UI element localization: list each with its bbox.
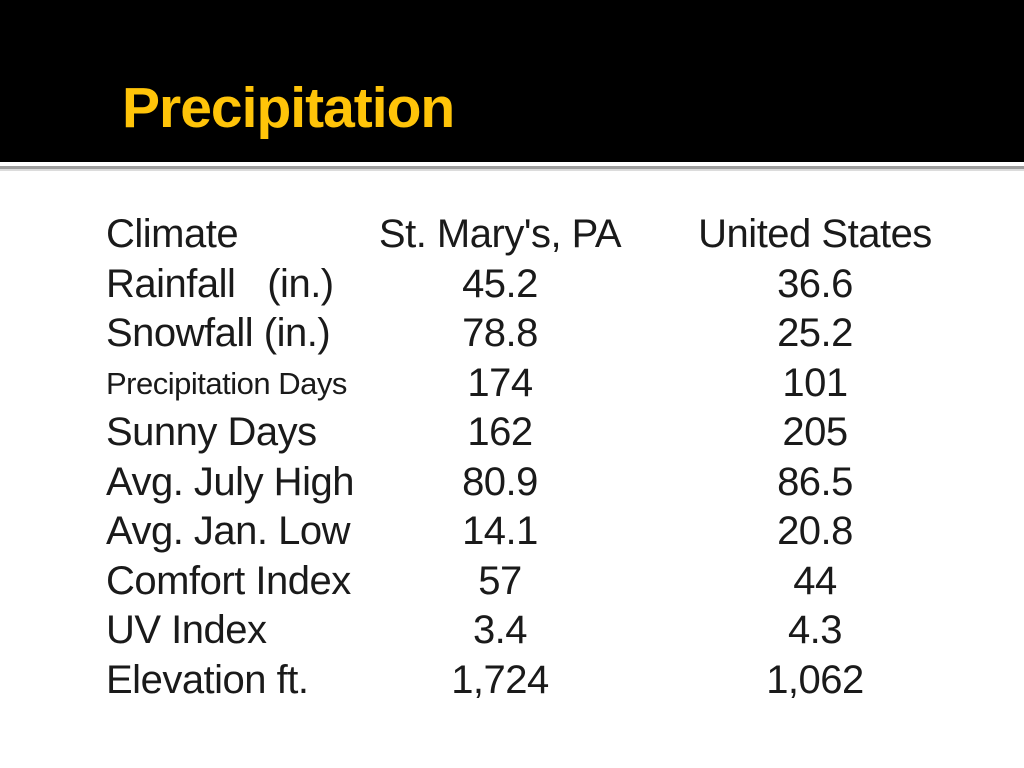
us-value: 4.3 [787,608,843,652]
slide-title: Precipitation [122,76,455,140]
st-marys-value: 45.2 [462,261,538,306]
us-value: 86.5 [777,459,853,504]
st-marys-value: 14.1 [462,509,538,553]
us-value: 101 [782,360,848,405]
row-label: Sunny Days [106,410,317,454]
climate-table: Climate St. Mary's, PA United States Rai… [0,210,1024,705]
table-header-row: Climate St. Mary's, PA United States [0,210,1024,260]
us-value: 44 [793,558,837,603]
column-header-united-states: United States [698,212,932,256]
table-row: Sunny Days 162 205 [0,408,1024,458]
row-label: UV Index [106,608,267,652]
st-marys-value: 57 [478,558,522,603]
st-marys-value: 174 [467,360,533,405]
table-row: Avg. July High 80.9 86.5 [0,458,1024,508]
table-row: Snowfall (in.) 78.8 25.2 [0,309,1024,359]
st-marys-value: 162 [467,410,533,454]
table-row: Elevation ft. 1,724 1,062 [0,656,1024,706]
us-value: 1,062 [766,657,864,702]
row-label: Elevation ft. [106,657,309,702]
row-label: Snowfall (in.) [106,311,331,355]
header-separator-line [0,166,1024,169]
st-marys-value: 80.9 [462,459,538,504]
table-row: Comfort Index 57 44 [0,557,1024,607]
us-value: 36.6 [777,261,853,306]
st-marys-value: 3.4 [472,608,528,652]
row-label: Precipitation Days [106,365,347,401]
table-row: Avg. Jan. Low 14.1 20.8 [0,507,1024,557]
table-row: Precipitation Days 174 101 [0,359,1024,409]
us-value: 25.2 [777,311,853,355]
row-label: Comfort Index [106,558,351,603]
title-header-band: Precipitation [0,0,1024,162]
us-value: 205 [782,410,848,454]
table-row: UV Index 3.4 4.3 [0,606,1024,656]
st-marys-value: 1,724 [451,657,549,702]
row-label: Avg. Jan. Low [106,509,351,553]
table-row: Rainfall (in.) 45.2 36.6 [0,260,1024,310]
header-separator-highlight [0,169,1024,171]
column-header-st-marys: St. Mary's, PA [378,212,622,256]
row-label: Rainfall (in.) [106,261,334,306]
row-label: Avg. July High [106,459,354,504]
us-value: 20.8 [777,509,853,553]
column-header-climate: Climate [106,212,239,256]
st-marys-value: 78.8 [462,311,538,355]
